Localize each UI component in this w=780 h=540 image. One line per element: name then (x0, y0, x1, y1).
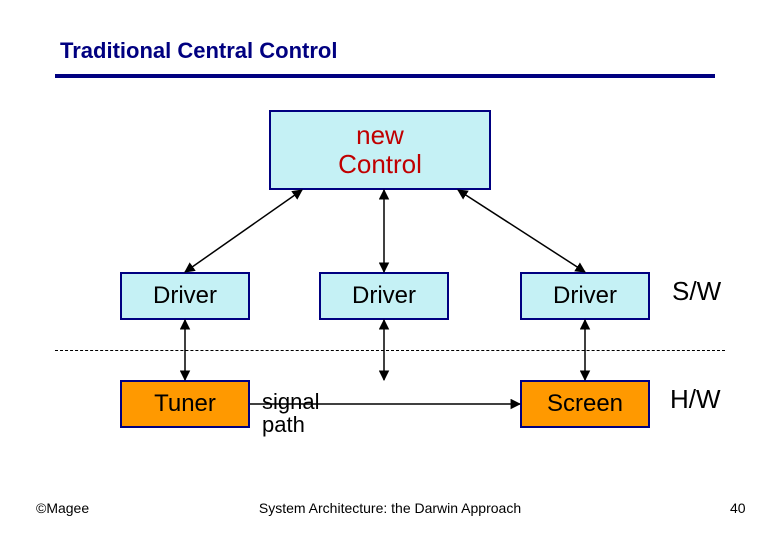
signal-path-label: signalpath (262, 390, 319, 436)
control-box-text: newControl (338, 121, 422, 178)
tuner-box: Tuner (120, 380, 250, 428)
hw-label: H/W (670, 386, 721, 413)
footer-subtitle: System Architecture: the Darwin Approach (0, 500, 780, 516)
driver-box-3: Driver (520, 272, 650, 320)
connectors-svg (0, 0, 780, 540)
screen-box: Screen (520, 380, 650, 428)
slide-title: Traditional Central Control (60, 38, 337, 64)
driver-box-1: Driver (120, 272, 250, 320)
control-box: newControl (269, 110, 491, 190)
sw-label: S/W (672, 278, 721, 305)
sw-hw-divider (55, 350, 725, 351)
connector-line (458, 190, 585, 272)
title-underline (55, 74, 715, 78)
slide-number: 40 (730, 500, 746, 516)
connector-line (185, 190, 302, 272)
driver-box-2: Driver (319, 272, 449, 320)
